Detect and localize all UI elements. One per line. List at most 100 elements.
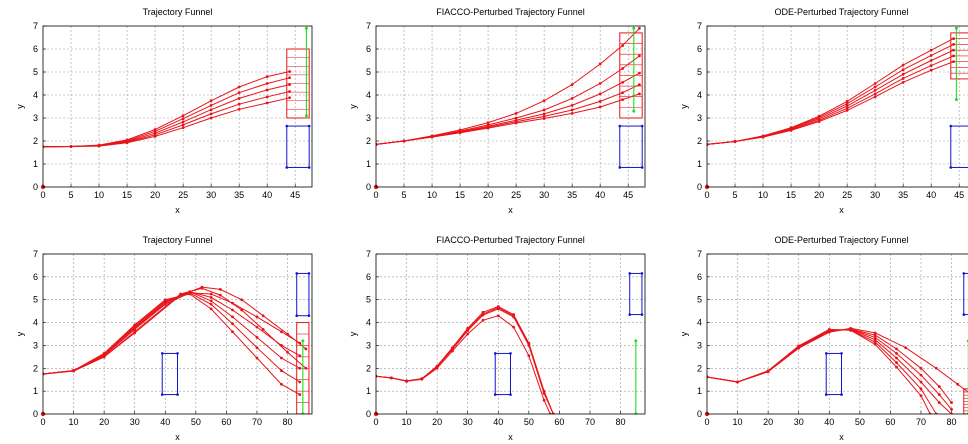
trajectory-point: [570, 112, 574, 115]
trajectory-point: [542, 112, 546, 116]
trajectory-point: [929, 64, 933, 67]
trajectory-point: [873, 340, 877, 344]
trajectory-point: [570, 97, 574, 100]
plot-area: [707, 26, 968, 169]
obstacle-corner: [307, 314, 311, 318]
trajectory-point: [827, 330, 831, 334]
trajectory-point: [231, 315, 234, 319]
trajectory-point: [789, 129, 793, 132]
trajectory-line: [707, 328, 931, 414]
trajectory-point: [873, 331, 877, 335]
trajectory-point: [209, 299, 213, 303]
plot-frame: [42, 253, 313, 415]
obstacle-corner: [160, 393, 164, 396]
trajectory-point: [937, 401, 941, 404]
trajectory-point: [901, 68, 905, 72]
obstacle-corner: [824, 393, 828, 396]
trajectory-point: [952, 37, 955, 41]
trajectory-point: [481, 313, 485, 317]
marker-end: [304, 114, 308, 118]
y-tick-label: 2: [697, 363, 702, 373]
y-axis-label: y: [679, 331, 689, 336]
trajectory-point: [845, 106, 849, 110]
trajectory-point: [934, 366, 938, 370]
obstacle-corner: [640, 313, 644, 316]
trajectory-point: [637, 83, 641, 87]
trajectory-point: [637, 92, 641, 96]
y-tick-label: 2: [33, 363, 38, 373]
obstacle-corner: [640, 124, 644, 128]
trajectory-point: [952, 60, 955, 64]
x-tick-label: 40: [926, 190, 936, 200]
y-axis-label: y: [15, 331, 25, 336]
x-tick-label: 0: [40, 417, 45, 427]
x-tick-label: 30: [539, 190, 549, 200]
trajectory-point: [237, 91, 241, 95]
trajectory-line: [43, 97, 290, 148]
x-tick-label: 10: [758, 190, 768, 200]
y-axis-label: y: [348, 331, 358, 336]
y-tick-label: 7: [366, 249, 371, 259]
trajectory-point: [179, 292, 182, 296]
trajectory-point: [72, 369, 75, 373]
trajectory-point: [280, 382, 283, 386]
trajectory-point: [952, 48, 955, 52]
obstacle-corner: [628, 313, 632, 316]
trajectory-point: [133, 323, 137, 327]
chart-title: FIACCO-Perturbed Trajectory Funnel: [436, 7, 585, 17]
trajectory-line: [43, 291, 301, 375]
trajectory-point: [901, 77, 905, 80]
trajectory-point: [298, 393, 302, 396]
trajectory-point: [240, 308, 244, 312]
trajectory-point: [102, 352, 106, 355]
chart-title: ODE-Perturbed Trajectory Funnel: [774, 235, 908, 245]
y-tick-label: 2: [33, 136, 38, 146]
trajectory-point: [895, 361, 898, 364]
trajectory-point: [895, 365, 898, 369]
y-axis-label: y: [15, 104, 25, 109]
trajectory-point: [937, 385, 941, 388]
x-tick-label: 10: [427, 190, 437, 200]
x-tick-label: 25: [511, 190, 521, 200]
obstacle-corner: [307, 124, 311, 128]
x-tick-label: 25: [842, 190, 852, 200]
x-tick-label: 60: [554, 417, 564, 427]
trajectory-point: [598, 100, 602, 103]
trajectory-point: [736, 380, 739, 384]
trajectory-point: [514, 121, 518, 125]
trajectory-point: [209, 307, 213, 311]
obstacle-corner: [176, 352, 179, 355]
trajectory-point: [298, 354, 302, 358]
x-tick-label: 30: [463, 417, 473, 427]
y-tick-label: 1: [33, 159, 38, 169]
x-tick-label: 20: [99, 417, 109, 427]
trajectory-point: [181, 123, 185, 127]
x-tick-label: 10: [69, 417, 79, 427]
y-tick-label: 3: [697, 113, 702, 123]
obstacle-corner: [509, 352, 512, 355]
trajectory-point: [286, 332, 289, 336]
trajectory-point: [937, 393, 941, 396]
trajectory-point: [845, 100, 849, 103]
x-tick-label: 80: [616, 417, 626, 427]
trajectory-point: [952, 43, 955, 46]
x-tick-label: 60: [885, 417, 895, 427]
trajectory-point: [527, 344, 531, 347]
trajectory-point: [231, 308, 234, 312]
obstacle-corner: [285, 166, 289, 169]
trajectory-point: [929, 59, 933, 62]
trajectory-point: [919, 380, 923, 384]
x-tick-label: 35: [567, 190, 577, 200]
trajectory-point: [304, 366, 308, 370]
x-tick-label: 45: [290, 190, 300, 200]
x-tick-label: 30: [794, 417, 804, 427]
trajectory-point: [929, 54, 933, 57]
x-tick-label: 25: [178, 190, 188, 200]
trajectory-point: [637, 71, 641, 75]
y-tick-label: 0: [366, 409, 371, 419]
trajectory-point: [430, 135, 434, 139]
marker-end: [632, 109, 636, 113]
trajectory-point: [845, 104, 849, 108]
trajectory-point: [163, 298, 167, 302]
trajectory-point: [570, 108, 574, 112]
